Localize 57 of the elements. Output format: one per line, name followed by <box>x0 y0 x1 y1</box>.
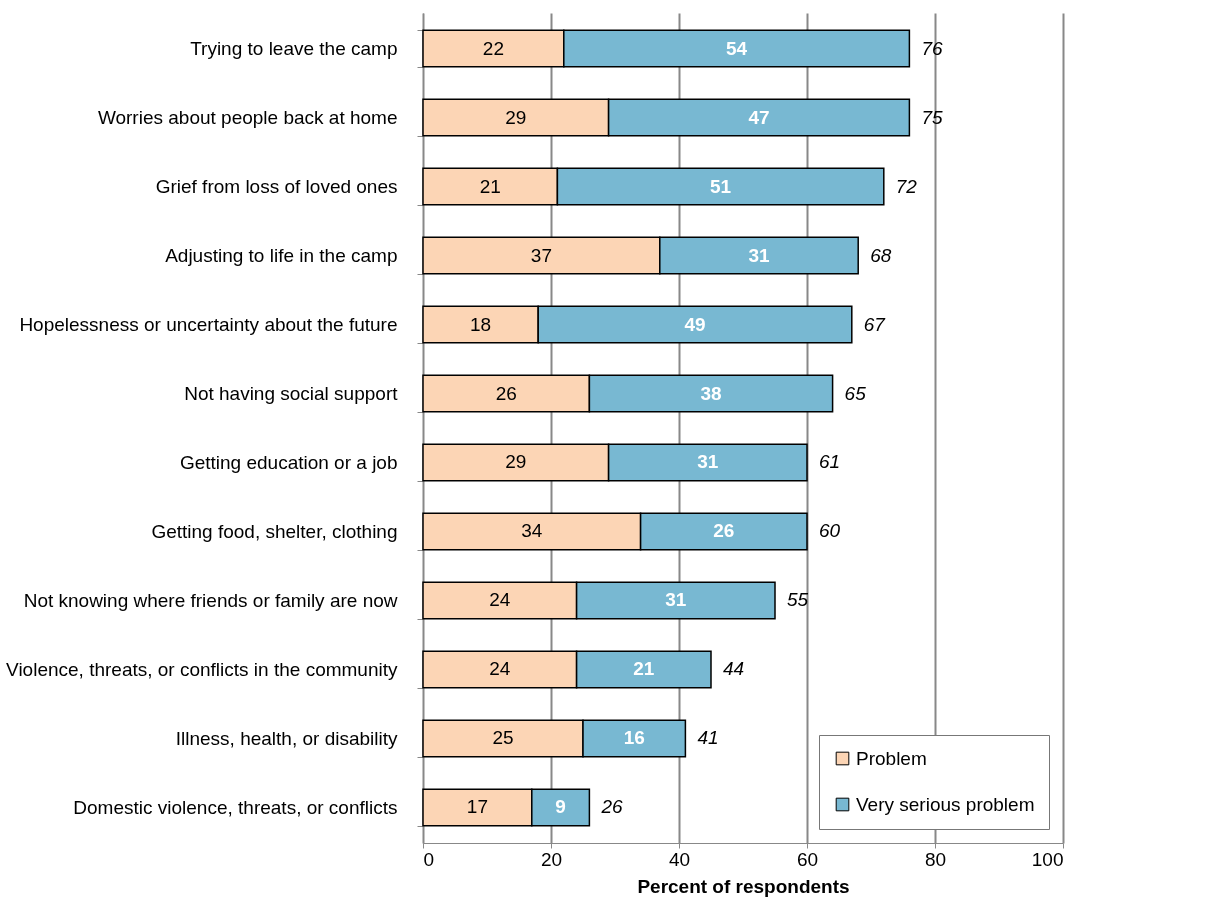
total-label: 44 <box>723 658 745 680</box>
y-tick-label: Not knowing where friends or family are now <box>23 589 398 611</box>
data-label: 54 <box>726 37 748 59</box>
data-label: 17 <box>466 796 488 818</box>
data-label: 37 <box>530 244 552 266</box>
y-tick-label: Not having social support <box>184 383 399 404</box>
data-label: 16 <box>623 727 645 749</box>
total-label: 76 <box>921 37 943 59</box>
x-tick-label: 80 <box>924 848 947 870</box>
y-tick-label: Adjusting to life in the camp <box>165 245 398 267</box>
y-tick-label: Violence, threats, or conflicts in the community <box>6 658 398 680</box>
x-tick-label: 0 <box>423 848 435 870</box>
data-label: 34 <box>521 520 543 542</box>
x-tick-label: 20 <box>540 848 563 870</box>
y-tick-label: Illness, health, or disability <box>175 727 398 749</box>
data-label: 21 <box>479 175 501 197</box>
total-label: 55 <box>787 589 809 611</box>
total-label: 41 <box>697 727 719 749</box>
total-label: 61 <box>819 451 841 473</box>
x-axis-title: Percent of respondents <box>637 875 850 897</box>
data-label: 31 <box>748 244 770 266</box>
y-tick-label: Getting education or a job <box>179 452 398 473</box>
data-label: 18 <box>470 313 492 335</box>
total-label: 65 <box>844 382 867 404</box>
data-label: 26 <box>495 382 517 404</box>
data-label: 38 <box>700 382 722 404</box>
data-label: 9 <box>555 796 566 818</box>
y-tick-label: Grief from loss of loved ones <box>155 176 398 198</box>
data-label: 51 <box>710 175 732 197</box>
x-tick-label: 40 <box>668 848 691 870</box>
data-label: 29 <box>505 106 527 128</box>
data-label: 47 <box>748 106 770 128</box>
total-label: 75 <box>921 106 943 128</box>
y-tick-label: Domestic violence, threats, or conflicts <box>73 796 398 818</box>
data-label: 31 <box>665 589 687 611</box>
data-label: 26 <box>713 520 735 542</box>
total-label: 67 <box>863 313 887 335</box>
total-label: 68 <box>870 244 892 266</box>
data-label: 24 <box>489 658 511 680</box>
data-label: 21 <box>633 658 655 680</box>
data-label: 31 <box>697 451 719 473</box>
data-label: 25 <box>492 727 514 749</box>
data-label: 49 <box>684 313 706 335</box>
y-tick-label: Worries about people back at home <box>97 107 398 129</box>
y-tick-label: Hopelessness or uncertainty about the future <box>19 314 398 336</box>
data-label: 29 <box>505 451 527 473</box>
total-label: 60 <box>819 520 841 542</box>
legend-label: Problem <box>856 747 927 769</box>
total-label: 26 <box>600 796 623 818</box>
data-label: 22 <box>482 37 504 59</box>
total-label: 72 <box>895 175 918 197</box>
y-tick-label: Trying to leave the camp <box>190 38 398 60</box>
legend-label: Very serious problem <box>856 793 1035 815</box>
data-label: 24 <box>489 589 511 611</box>
x-tick-label: 60 <box>796 848 819 870</box>
y-tick-label: Getting food, shelter, clothing <box>151 520 398 542</box>
x-tick-label: 100 <box>1031 848 1064 870</box>
